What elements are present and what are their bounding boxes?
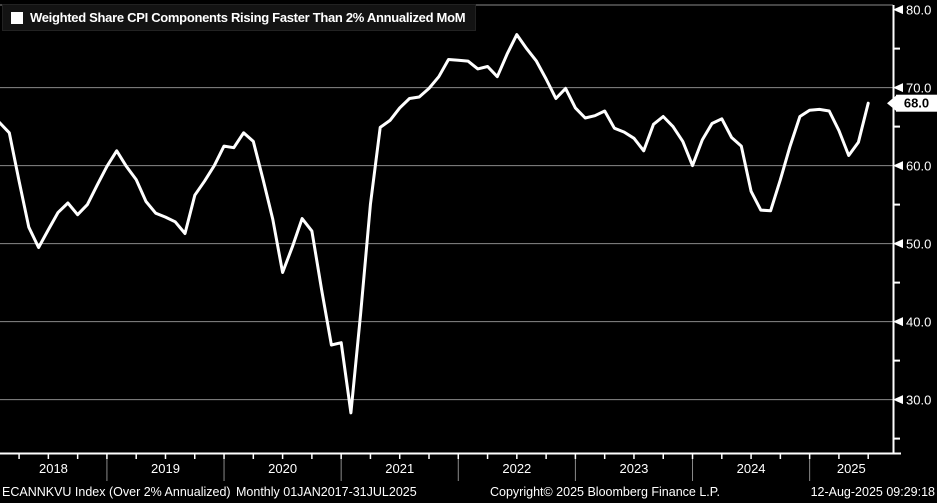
x-axis-year-label: 2023 (619, 461, 649, 476)
y-axis-tick-label: 60.0 (906, 158, 932, 174)
periodicity-range: Monthly 01JAN2017-31JUL2025 (236, 485, 417, 499)
series-swatch-icon (11, 11, 23, 24)
y-axis-minor-tick (893, 281, 900, 284)
y-axis-major-tick (893, 83, 903, 93)
last-value-tag-box (896, 94, 937, 112)
data-line (0, 33, 870, 415)
x-axis-year-label: 2022 (502, 461, 532, 476)
x-axis-year-label: 2020 (268, 461, 298, 476)
y-axis-minor-tick (893, 437, 900, 440)
last-value-tag: 68.0 (904, 96, 929, 111)
x-axis-year-label: 2024 (736, 461, 766, 476)
y-axis-tick-label: 30.0 (906, 392, 932, 408)
security-description: ECANNKVU Index (Over 2% Annualized) (2, 485, 231, 499)
y-axis-tick-label: 70.0 (906, 80, 932, 96)
last-value-tag-arrow (887, 95, 896, 111)
y-axis-minor-tick (893, 47, 900, 50)
x-axis-year-label: 2019 (151, 461, 180, 476)
y-axis-major-tick (893, 5, 903, 15)
status-bar: ECANNKVU Index (Over 2% Annualized) Mont… (0, 482, 937, 503)
y-axis-tick-label: 40.0 (906, 314, 932, 330)
legend[interactable]: Weighted Share CPI Components Rising Fas… (2, 4, 477, 31)
y-axis-major-tick (893, 395, 903, 405)
timestamp: 12-Aug-2025 09:29:18 (810, 485, 935, 499)
series-label: Weighted Share CPI Components Rising Fas… (30, 10, 466, 25)
y-axis-minor-tick (893, 203, 900, 206)
x-axis-year-label: 2018 (38, 461, 68, 476)
y-axis-major-tick (893, 161, 903, 171)
x-axis-year-label: 2021 (385, 461, 415, 476)
y-axis-minor-tick (893, 125, 900, 128)
y-axis-tick-label: 50.0 (906, 236, 932, 252)
copyright-notice: Copyright© 2025 Bloomberg Finance L.P. (490, 485, 720, 499)
y-axis-tick-label: 80.0 (906, 2, 932, 18)
y-axis-major-tick (893, 239, 903, 249)
x-axis-year-label: 2025 (836, 461, 866, 476)
y-axis-major-tick (893, 317, 903, 327)
y-axis-minor-tick (893, 359, 900, 362)
